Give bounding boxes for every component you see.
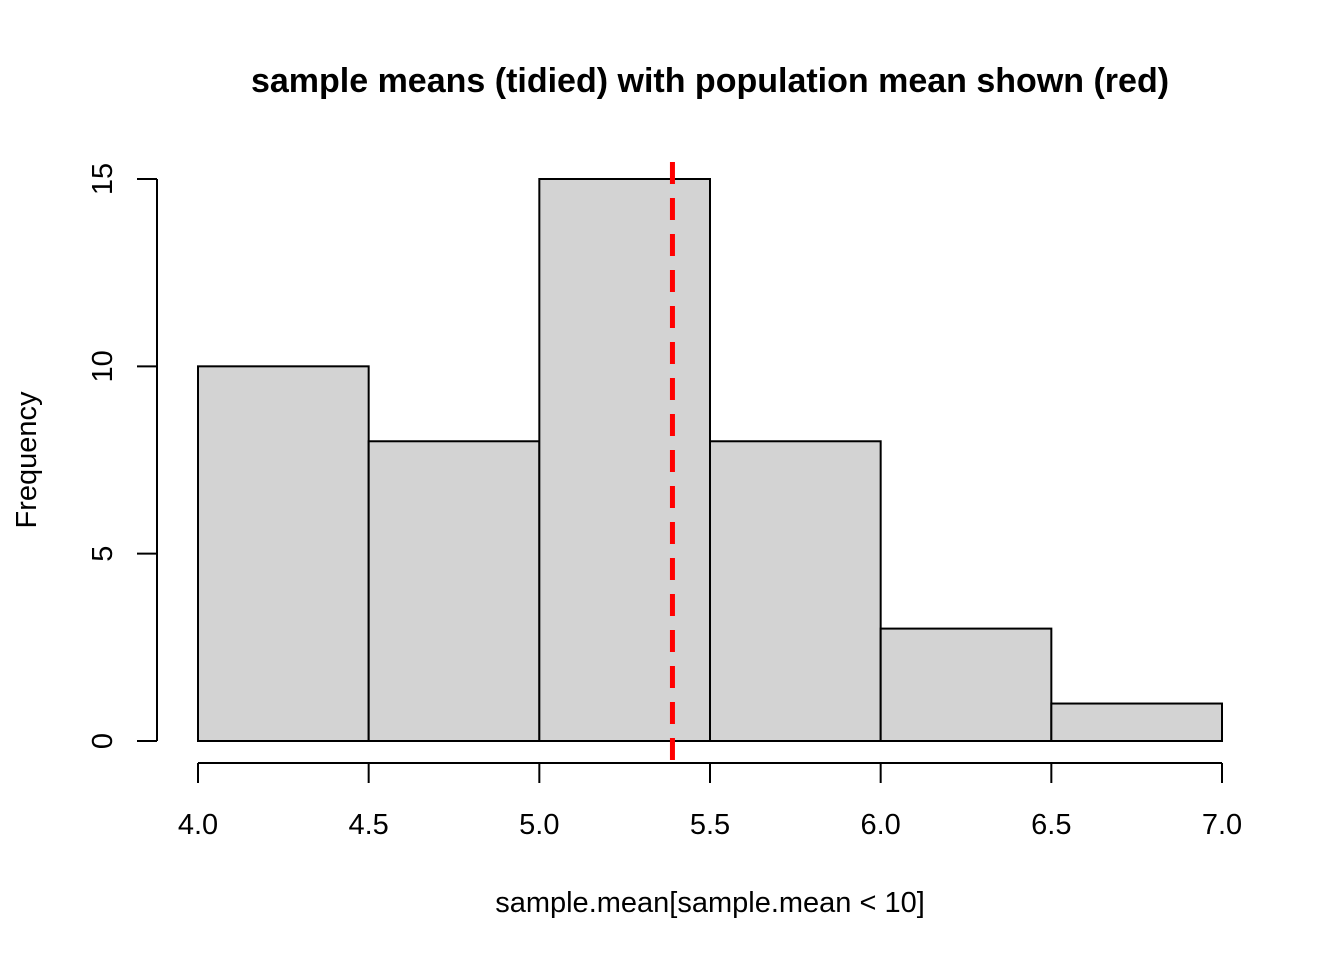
y-tick-label-4: 15 (87, 163, 119, 195)
y-tick-label-1: 0 (87, 733, 119, 749)
histogram-bar-3 (538, 178, 711, 742)
y-tick-label-2: 5 (87, 546, 119, 562)
x-axis: 4.0 4.5 5.0 5.5 6.0 6.5 7.0 (178, 762, 1242, 841)
x-tick-label-1: 4.0 (178, 809, 218, 841)
x-tick-label-5: 6.0 (861, 809, 901, 841)
y-axis-label: Frequency (11, 391, 43, 529)
chart-title: sample means (tidied) with population me… (251, 62, 1169, 100)
x-tick-label-3: 5.0 (519, 809, 559, 841)
bars-layer (197, 178, 1224, 742)
y-axis: 0 5 10 15 (87, 163, 158, 749)
histogram-bar-1 (197, 365, 370, 742)
x-axis-label: sample.mean[sample.mean < 10] (495, 887, 925, 919)
x-tick-label-7: 7.0 (1202, 809, 1242, 841)
y-tick-label-3: 10 (87, 350, 119, 382)
x-tick-label-4: 5.5 (690, 809, 730, 841)
x-tick-label-2: 4.5 (349, 809, 389, 841)
histogram-bar-5 (879, 627, 1053, 742)
histogram-bar-6 (1050, 702, 1224, 742)
histogram-bar-2 (367, 440, 541, 742)
histogram-bar-4 (709, 440, 882, 742)
x-tick-label-6: 6.5 (1031, 809, 1071, 841)
